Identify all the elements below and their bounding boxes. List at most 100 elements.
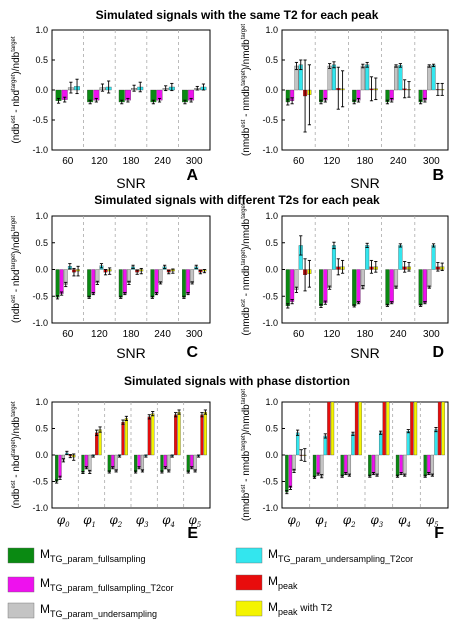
y-label-sup: est	[11, 480, 17, 488]
phi-index: 1	[91, 521, 95, 529]
bar-peak	[354, 401, 359, 456]
legend-swatch	[235, 574, 263, 591]
bar-fullsampling_t2cor	[422, 269, 427, 303]
bar-undersampling	[347, 454, 352, 476]
y-tick-label: 0.5	[35, 238, 48, 248]
bar-peak	[174, 414, 178, 456]
panel-letter: F	[434, 525, 444, 542]
y-label-text: )/nmdb	[241, 39, 252, 71]
y-tick-label: -0.5	[32, 291, 48, 301]
bar-undersampling_t2cor	[323, 435, 327, 456]
y-tick-label: 0.5	[35, 424, 48, 434]
y-tick-label: 1.0	[35, 397, 48, 407]
bar-peak	[121, 421, 125, 456]
y-label-text: - nmdb	[241, 265, 252, 299]
legend-item-fullsampling: MTG_param_fullsampling	[7, 547, 146, 564]
y-tick-label: 0.0	[35, 85, 48, 95]
legend-label: MTG_param_fullsampling	[40, 547, 146, 564]
panel-E: -1.0-0.50.00.51.0φ0 φ1 φ2 φ3 φ4 φ5(ndbest - n…	[11, 397, 211, 542]
y-tick-label: 1.0	[265, 25, 278, 35]
panel-letter: E	[187, 525, 198, 542]
row-title-1: Simulated signals with the same T2 for e…	[96, 8, 379, 22]
bar-peak_t2	[330, 401, 335, 456]
bar-fullsampling_t2cor	[371, 454, 376, 474]
y-axis-label: (ndbest - nbdtarget)/ndbtarget	[11, 401, 22, 508]
bar-fullsampling	[186, 454, 190, 473]
bar-peak	[147, 416, 151, 456]
panel-letter: D	[432, 344, 444, 361]
phi-index: 4	[405, 521, 410, 529]
bar-undersampling	[394, 269, 399, 288]
bar-undersampling	[158, 269, 163, 284]
y-tick-label: 0.5	[265, 238, 278, 248]
bar-fullsampling	[150, 269, 155, 298]
bar-fullsampling	[312, 454, 317, 478]
legend-label: MTG_param_undersampling_T2cor	[268, 547, 413, 564]
y-label-sup: est	[241, 299, 247, 307]
phi-symbol: φ	[343, 513, 352, 527]
bar-peak	[382, 401, 386, 456]
legend-label-main: M	[40, 547, 50, 561]
bar-peak	[410, 401, 414, 456]
y-axis-label: (ndbest - nbdtarget)/ndbtarget	[11, 216, 22, 323]
y-tick-label: -0.5	[262, 291, 278, 301]
y-label-sup: target	[241, 250, 247, 266]
x-axis-label: SNR	[116, 345, 146, 361]
x-axis-label: SNR	[350, 175, 380, 191]
bar-peak_t2	[151, 413, 155, 456]
phi-index: 1	[323, 521, 327, 529]
bar-fullsampling_t2cor	[154, 269, 159, 294]
panel-C: -1.0 -0.5 0.0 0.5 1.0 60 120 180 240 300 SNR (ndbes…	[11, 211, 211, 361]
x-category-label: 300	[186, 156, 203, 167]
bar-fullsampling_t2cor	[59, 269, 64, 294]
x-category-label: 240	[390, 329, 407, 340]
legend-item-peak_t2: Mpeak with T2	[235, 600, 333, 617]
bar-peak_t2	[386, 401, 390, 456]
bar-fullsampling	[285, 454, 289, 493]
phi-index: 0	[296, 521, 301, 529]
x-axis-label: SNR	[350, 345, 380, 361]
y-label-sup: target	[11, 401, 17, 417]
panels: -1.0-0.50.00.51.060 120 180 240 300SNR(ndbes…	[11, 24, 449, 542]
y-label-text: )/ndb	[11, 51, 22, 74]
phi-index: 5	[434, 521, 439, 529]
bar-undersampling	[114, 454, 118, 472]
phi-symbol: φ	[136, 513, 145, 527]
y-tick-label: -0.5	[262, 115, 278, 125]
bar-peak_t2	[441, 401, 445, 456]
y-tick-label: -1.0	[32, 503, 48, 513]
y-label-sup: est	[11, 115, 17, 123]
legend-label-sub: peak	[278, 581, 298, 591]
x-category-label: 180	[123, 329, 140, 340]
legend-swatch	[235, 600, 263, 617]
phi-index: 2	[350, 521, 356, 529]
bar-undersampling	[394, 65, 399, 91]
bar-peak_t2	[203, 411, 207, 456]
x-category-label: φ0	[57, 513, 70, 529]
phi-symbol: φ	[315, 513, 324, 527]
x-axis-label: SNR	[116, 175, 146, 191]
bar-fullsampling	[395, 454, 400, 477]
bar-peak_t2	[358, 401, 362, 456]
y-label-sup: target	[241, 203, 247, 219]
bar-undersampling	[327, 65, 332, 91]
y-tick-label: 0.0	[265, 450, 278, 460]
bar-undersampling	[427, 269, 432, 288]
y-tick-label: 0.0	[265, 85, 278, 95]
bar-fullsampling_t2cor	[290, 269, 295, 302]
bar-fullsampling_t2cor	[288, 454, 293, 489]
bar-undersampling	[193, 454, 197, 472]
y-tick-label: 0.0	[35, 450, 48, 460]
bar-undersampling_t2cor	[431, 245, 436, 270]
panel-B: -1.0 -0.5 0.0 0.5 1.0 60 120 180 240 300 SNR (nmdbe…	[241, 24, 449, 191]
panel-F: -1.0-0.50.00.51.0φ0 φ1 φ2 φ3 φ4 φ5(nmdbest - …	[241, 389, 449, 542]
y-tick-label: -0.5	[32, 115, 48, 125]
bar-fullsampling	[118, 269, 123, 298]
x-category-label: 60	[62, 156, 74, 167]
y-label-text: (ndb	[11, 303, 22, 323]
bar-fullsampling	[134, 454, 138, 473]
bar-undersampling	[430, 454, 435, 476]
y-label-sup: target	[11, 439, 17, 455]
bar-fullsampling_t2cor	[163, 454, 167, 468]
bar-fullsampling_t2cor	[399, 454, 403, 474]
